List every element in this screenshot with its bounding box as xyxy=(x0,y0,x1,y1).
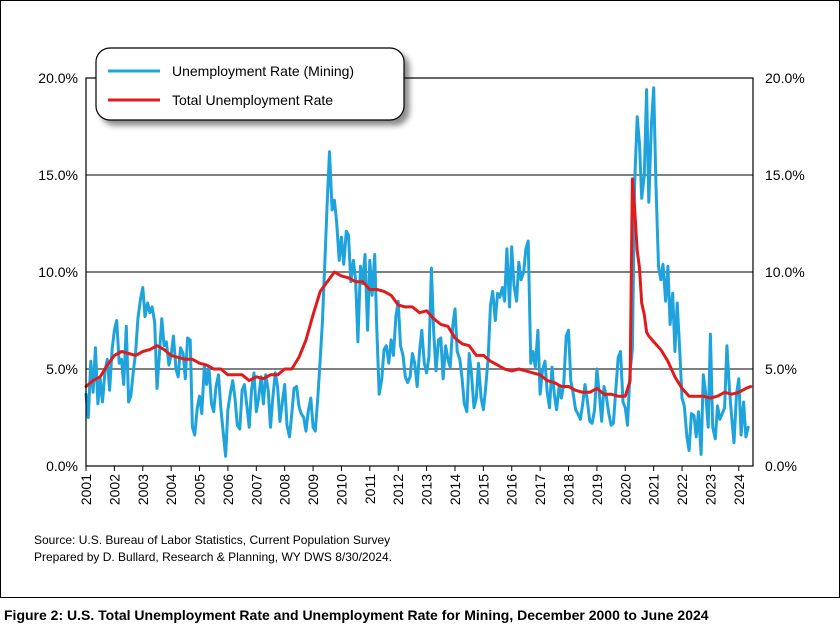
y-axis-right-ticks: 0.0% 5.0% 10.0% 15.0% 20.0% xyxy=(765,70,805,474)
x-tick-label: 2009 xyxy=(305,474,321,505)
y-tick-label-left: 0.0% xyxy=(46,458,78,474)
series-line-total xyxy=(84,177,753,400)
y-tick-label-left: 15.0% xyxy=(38,167,78,183)
x-tick-label: 2024 xyxy=(731,474,747,505)
prepared-by-line: Prepared by D. Bullard, Research & Plann… xyxy=(34,550,392,564)
x-tick-label: 2018 xyxy=(561,474,577,505)
x-tick-label: 2014 xyxy=(447,474,463,505)
x-tick-label: 2004 xyxy=(163,474,179,505)
line-chart: 0.0% 5.0% 10.0% 15.0% 20.0% 0.0% 5.0% 10.0% 15.… xyxy=(38,47,805,505)
x-tick-label: 2003 xyxy=(135,474,151,505)
y-axis-left-ticks: 0.0% 5.0% 10.0% 15.0% 20.0% xyxy=(38,70,78,474)
x-tick-label: 2005 xyxy=(192,474,208,505)
x-tick-label: 2017 xyxy=(532,474,548,505)
source-note: Source: U.S. Bureau of Labor Statistics,… xyxy=(34,532,392,566)
x-tick-label: 2013 xyxy=(419,474,435,505)
x-tick-label: 2015 xyxy=(475,474,491,505)
figure-caption: Figure 2: U.S. Total Unemployment Rate a… xyxy=(4,607,709,623)
legend-label-mining: Unemployment Rate (Mining) xyxy=(172,63,354,79)
y-tick-label-right: 15.0% xyxy=(765,167,805,183)
y-tick-label-right: 20.0% xyxy=(765,70,805,86)
y-tick-label-right: 0.0% xyxy=(765,458,797,474)
legend: Unemployment Rate (Mining) Total Unemplo… xyxy=(95,47,405,121)
x-tick-label: 2020 xyxy=(617,474,633,505)
plot-area-border xyxy=(85,77,754,467)
x-tick-label: 2001 xyxy=(78,474,94,505)
x-tick-label: 2016 xyxy=(504,474,520,505)
y-tick-label-right: 5.0% xyxy=(765,361,797,377)
x-tick-label: 2007 xyxy=(248,474,264,505)
series-lines xyxy=(84,86,753,458)
x-tick-label: 2010 xyxy=(333,474,349,505)
y-tick-label-left: 5.0% xyxy=(46,361,78,377)
y-tick-label-left: 10.0% xyxy=(38,264,78,280)
source-line: Source: U.S. Bureau of Labor Statistics,… xyxy=(34,533,391,547)
y-tick-label-right: 10.0% xyxy=(765,264,805,280)
x-axis-ticks: 2001 2002 2003 2004 2005 2006 2007 2008 2009 2010… xyxy=(78,466,747,505)
x-tick-label: 2006 xyxy=(220,474,236,505)
x-tick-label: 2019 xyxy=(589,474,605,505)
series-line-mining xyxy=(84,86,750,458)
x-tick-label: 2008 xyxy=(277,474,293,505)
y-tick-label-left: 20.0% xyxy=(38,70,78,86)
x-tick-label: 2021 xyxy=(646,474,662,505)
x-tick-label: 2022 xyxy=(674,474,690,505)
x-tick-label: 2011 xyxy=(362,474,378,504)
x-tick-label: 2002 xyxy=(106,474,122,505)
x-tick-label: 2023 xyxy=(702,474,718,505)
legend-box xyxy=(95,47,405,121)
x-tick-label: 2012 xyxy=(390,474,406,505)
legend-label-total: Total Unemployment Rate xyxy=(172,92,333,108)
